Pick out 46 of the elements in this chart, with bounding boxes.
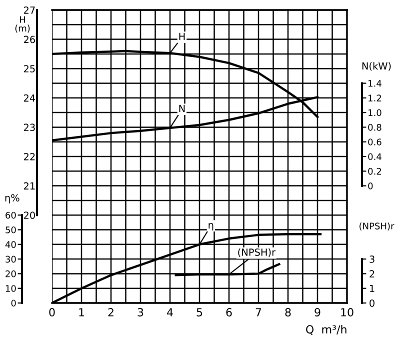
y2-tick-label: 10 <box>6 285 16 292</box>
y-tick-label: 26 <box>24 36 35 44</box>
y-tick-label: 22 <box>24 152 35 160</box>
y2-tick-label: 40 <box>5 241 16 248</box>
y-tick-label: 27 <box>24 6 35 14</box>
series-label: η <box>208 223 214 231</box>
x-tick-label: 1 <box>79 308 84 316</box>
x-tick-label: 2 <box>108 308 114 316</box>
y2-tick-label: 20 <box>6 270 16 278</box>
x-tick-label: 6 <box>226 308 232 316</box>
series-label: N <box>179 104 185 112</box>
y2-tick-label: 60 <box>6 212 16 219</box>
y3-tick-label: 1.2 <box>368 94 382 102</box>
x-tick-label: 4 <box>167 308 173 316</box>
y3-tick-label: 0.8 <box>368 124 382 131</box>
y-tick-label: 24 <box>24 94 36 102</box>
y-tick-label: 0 <box>370 299 374 307</box>
y3-tick-label: 0.4 <box>368 153 382 160</box>
series-label: H <box>179 32 185 40</box>
y2-tick-label: 30 <box>6 256 16 263</box>
y-axis-title: H (m) <box>15 16 30 33</box>
series-label: (NPSH)r <box>238 248 276 258</box>
y2-tick-label: 50 <box>6 226 16 234</box>
y3-axis-title: N(kW) <box>362 62 391 71</box>
y-tick-label: 2 <box>370 270 374 278</box>
x-axis-title: Q m³/h <box>306 324 346 335</box>
y-tick-label: 21 <box>24 182 35 190</box>
x-tick-label: 10 <box>341 308 354 316</box>
y-tick-label: 25 <box>24 65 35 72</box>
y2-tick-label: 0 <box>11 300 16 307</box>
x-tick-label: 3 <box>138 308 144 316</box>
y-tick-label: 20 <box>24 212 35 219</box>
y3-tick-label: 1.0 <box>368 109 382 116</box>
y-tick-label: 3 <box>370 256 374 263</box>
x-tick-label: 8 <box>285 308 291 316</box>
y-tick-label: 1 <box>370 284 374 292</box>
y2-axis-title: η% <box>5 194 20 204</box>
x-tick-label: 7 <box>256 308 262 316</box>
y-axis-title: (NPSH)r <box>360 222 394 230</box>
x-tick-label: 5 <box>196 308 202 316</box>
y3-tick-label: 0.2 <box>368 168 382 175</box>
y-tick-label: 23 <box>24 124 35 132</box>
x-tick-label: 0 <box>49 308 55 316</box>
y3-tick-label: 0.6 <box>368 138 382 146</box>
y3-tick-label: 1.4 <box>368 80 382 87</box>
x-tick-label: 9 <box>314 308 320 316</box>
